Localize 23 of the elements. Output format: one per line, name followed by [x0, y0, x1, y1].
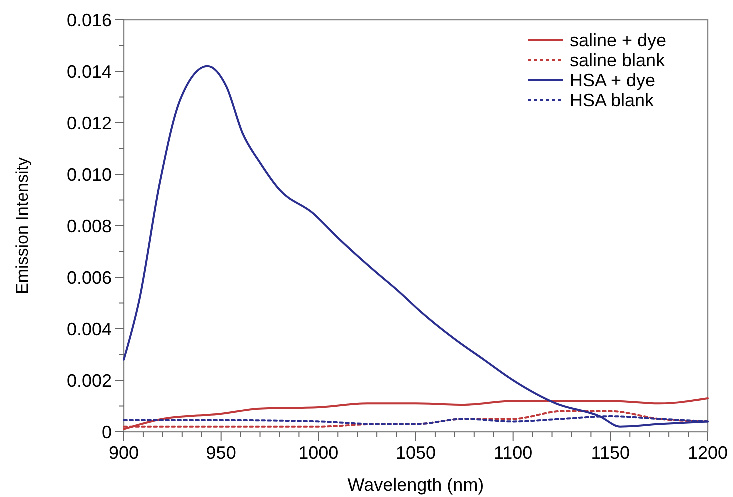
- x-axis-title: Wavelength (nm): [348, 475, 484, 495]
- y-tick-label: 0: [102, 422, 112, 442]
- y-axis-title: Emission Intensity: [13, 157, 32, 294]
- legend-label: HSA + dye: [570, 70, 656, 90]
- y-tick-label: 0.008: [66, 216, 112, 236]
- x-tick-label: 1000: [298, 443, 339, 463]
- x-tick-label: 1200: [688, 443, 728, 463]
- y-tick-label: 0.002: [66, 370, 112, 391]
- x-tick-label: 1050: [396, 443, 436, 463]
- y-tick-label: 0.012: [66, 113, 112, 134]
- x-tick-label: 900: [108, 443, 140, 463]
- x-tick-label: 950: [206, 443, 236, 463]
- y-tick-label: 0.010: [66, 164, 112, 185]
- legend-label: saline + dye: [570, 30, 667, 50]
- y-tick-label: 0.016: [66, 10, 112, 30]
- y-tick-label: 0.006: [66, 268, 112, 288]
- x-tick-label: 1150: [591, 443, 630, 463]
- legend-label: saline blank: [570, 50, 666, 70]
- line-series: [123, 398, 709, 430]
- y-tick-label: 0.014: [66, 62, 112, 82]
- x-tick-label: 1100: [494, 443, 533, 463]
- y-tick-label: 0.004: [66, 319, 112, 340]
- legend-label: HSA blank: [570, 90, 656, 110]
